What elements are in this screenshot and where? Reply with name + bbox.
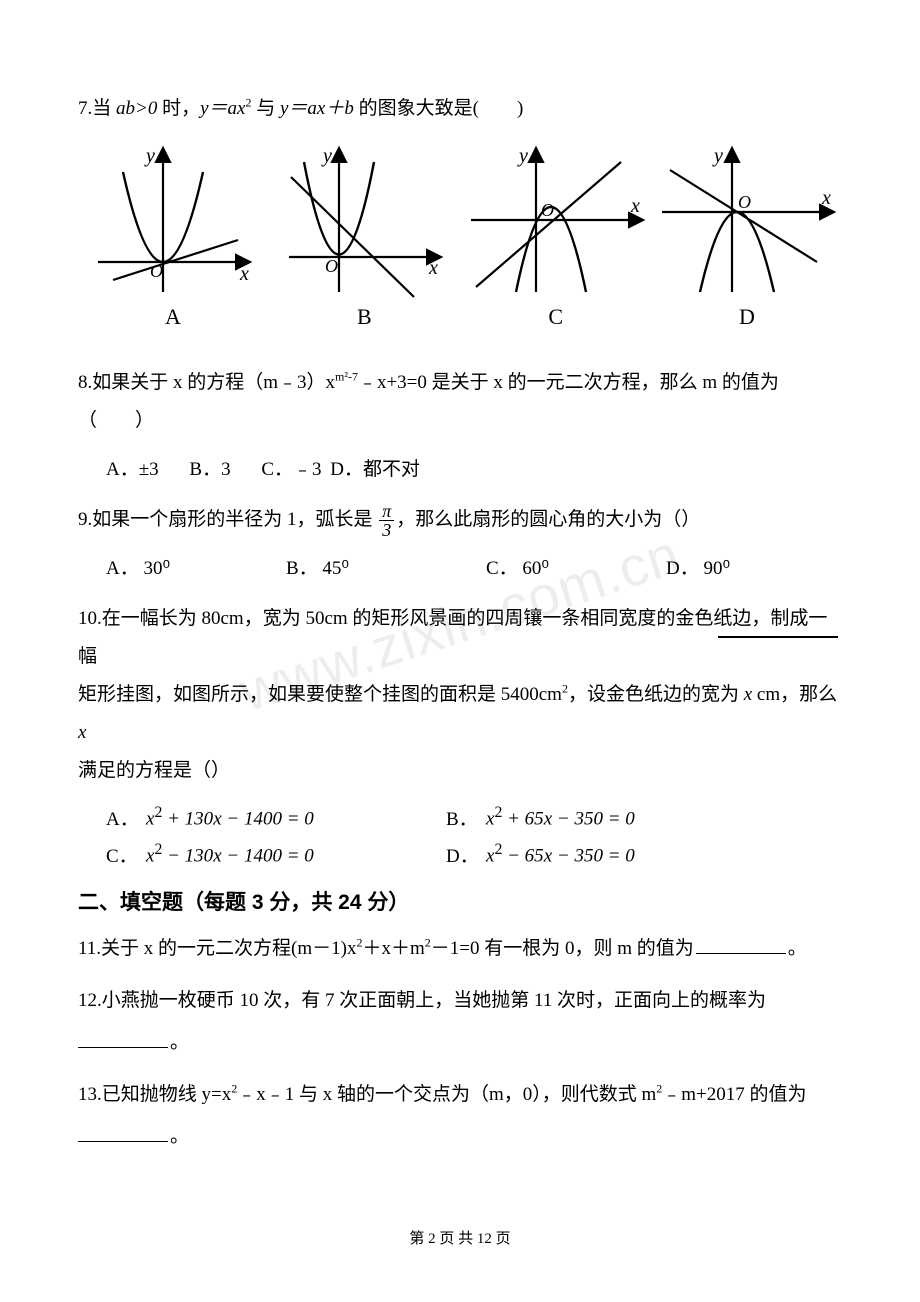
q8-options: A．±3 B．3 C．﹣3 D．都不对	[78, 454, 842, 481]
q10-l2a: 矩形挂图，如图所示，如果要使整个挂图的面积是 5400cm	[78, 684, 562, 705]
q8-sup: m²-7	[335, 370, 358, 384]
q12-end: 。	[170, 1032, 189, 1053]
q13-blank	[78, 1127, 168, 1142]
q9-l2: ，那么此扇形的圆心角的大小为（）	[396, 509, 700, 530]
q8-opt-b: B．3	[189, 454, 230, 481]
q8-opt-d: D．都不对	[330, 454, 420, 481]
svg-text:O: O	[541, 200, 554, 220]
q13-text: 13.已知抛物线 y=x2﹣x﹣1 与 x 轴的一个交点为（m，0），则代数式 …	[78, 1076, 842, 1114]
q13-c: ﹣m+2017 的值为	[662, 1084, 806, 1105]
svg-text:x: x	[428, 257, 438, 279]
q9-opt-a: A． 30⁰	[106, 553, 286, 580]
q7-cond: ab>0	[116, 98, 157, 119]
q12-blank	[78, 1033, 168, 1048]
q7-mid: 时，	[157, 98, 200, 119]
q7-graph-b: O x y B	[269, 142, 459, 342]
q12-blank-line: 。	[78, 1024, 842, 1062]
q8-line: 8.如果关于 x 的方程（m﹣3）x	[78, 372, 335, 393]
q11-text: 11.关于 x 的一元二次方程(m－1)x2＋x＋m2－1=0 有一根为 0，则…	[78, 930, 842, 968]
q7-graph-a: O x y A	[78, 142, 268, 342]
q10-a-eq: x2 + 130x − 1400 = 0	[146, 804, 314, 830]
q7-eq1: y＝ax	[200, 98, 245, 119]
q10-b-lab: B．	[446, 804, 486, 831]
page-footer: 第 2 页 共 12 页	[0, 1227, 920, 1248]
svg-text:y: y	[321, 145, 332, 167]
q7-graphs: O x y A O x y B	[78, 142, 842, 342]
q13-b: ﹣x﹣1 与 x 轴的一个交点为（m，0），则代数式 m	[237, 1084, 656, 1105]
q9-options: A． 30⁰ B． 45⁰ C． 60⁰ D． 90⁰	[78, 553, 842, 580]
svg-text:x: x	[821, 187, 831, 209]
q11-blank	[696, 939, 786, 954]
section2-heading: 二、填空题（每题 3 分，共 24 分）	[78, 886, 842, 916]
svg-text:y: y	[712, 145, 723, 167]
q12-a: 12.小燕抛一枚硬币 10 次，有 7 次正面朝上，当她抛第 11 次时，正面向…	[78, 990, 766, 1011]
edge-line	[718, 636, 838, 638]
q9-frac: π 3	[379, 502, 394, 539]
q8-opt-c: C．﹣3	[261, 454, 321, 481]
q10-c-lab: C．	[106, 841, 146, 868]
q9-opt-c: C． 60⁰	[486, 553, 666, 580]
q7-prefix: 7.当	[78, 98, 116, 119]
svg-text:O: O	[150, 261, 163, 281]
q10-a-lab: A．	[106, 804, 146, 831]
q10-l2c: cm，那么	[757, 684, 837, 705]
q7-label-b: B	[357, 304, 372, 330]
q13-blank-line: 。	[78, 1118, 842, 1156]
q10-x: x	[739, 684, 757, 705]
q11-end: 。	[788, 938, 807, 959]
q9-frac-den: 3	[379, 521, 394, 539]
q9-text: 9.如果一个扇形的半径为 1，弧长是 π 3 ，那么此扇形的圆心角的大小为（）	[78, 501, 842, 539]
svg-text:x: x	[239, 263, 249, 285]
q7-eq2: y＝ax＋b	[280, 98, 354, 119]
q10-opt-d: D． x2 − 65x − 350 = 0	[446, 841, 786, 868]
svg-text:x: x	[630, 195, 640, 217]
q13-end: 。	[170, 1126, 189, 1147]
q7-suffix: 的图象大致是( )	[354, 98, 523, 119]
q9-frac-num: π	[379, 502, 394, 521]
q7-text: 7.当 ab>0 时，y＝ax2 与 y＝ax＋b 的图象大致是( )	[78, 90, 842, 128]
q10-l2b: ，设金色纸边的宽为	[568, 684, 739, 705]
svg-text:y: y	[517, 145, 528, 167]
q7-label-c: C	[548, 304, 563, 330]
q7-mid2: 与	[251, 98, 280, 119]
q10-row1: A． x2 + 130x − 1400 = 0 B． x2 + 65x − 35…	[78, 804, 842, 831]
q8-opt-a: A．±3	[106, 454, 159, 481]
q7-graph-d: O x y D	[652, 142, 842, 342]
q12-text: 12.小燕抛一枚硬币 10 次，有 7 次正面朝上，当她抛第 11 次时，正面向…	[78, 982, 842, 1020]
q7-svg-d: O x y	[652, 142, 842, 302]
q9-l1: 9.如果一个扇形的半径为 1，弧长是	[78, 509, 373, 530]
q10-x2: x	[78, 722, 86, 743]
q7-svg-c: O x y	[461, 142, 651, 302]
q7-label-d: D	[739, 304, 755, 330]
q10-row2: C． x2 − 130x − 1400 = 0 D． x2 − 65x − 35…	[78, 841, 842, 868]
q10-d-eq: x2 − 65x − 350 = 0	[486, 841, 635, 867]
q7-svg-a: O x y	[88, 142, 258, 302]
q10-l3: 满足的方程是（）	[78, 752, 842, 790]
q11-a: 11.关于 x 的一元二次方程(m－1)x	[78, 938, 356, 959]
q10-c-eq: x2 − 130x − 1400 = 0	[146, 841, 314, 867]
q9-opt-b: B． 45⁰	[286, 553, 486, 580]
q8-text: 8.如果关于 x 的方程（m﹣3）xm²-7﹣x+3=0 是关于 x 的一元二次…	[78, 364, 842, 440]
svg-text:O: O	[325, 256, 338, 276]
q10-l1: 10.在一幅长为 80cm，宽为 50cm 的矩形风景画的四周镶一条相同宽度的金…	[78, 600, 842, 676]
q10-b-eq: x2 + 65x − 350 = 0	[486, 804, 635, 830]
q7-svg-b: O x y	[279, 142, 449, 302]
q11-c: －1=0 有一根为 0，则 m 的值为	[431, 938, 694, 959]
q10-l2: 矩形挂图，如图所示，如果要使整个挂图的面积是 5400cm2，设金色纸边的宽为 …	[78, 676, 842, 752]
q10-opt-c: C． x2 − 130x − 1400 = 0	[106, 841, 446, 868]
q13-a: 13.已知抛物线 y=x	[78, 1084, 231, 1105]
svg-text:O: O	[738, 192, 751, 212]
q10-d-lab: D．	[446, 841, 486, 868]
q7-graph-c: O x y C	[461, 142, 651, 342]
svg-text:y: y	[144, 145, 155, 167]
q7-label-a: A	[165, 304, 181, 330]
q11-b: ＋x＋m	[362, 938, 424, 959]
q9-opt-d: D． 90⁰	[666, 553, 730, 580]
q10-opt-a: A． x2 + 130x − 1400 = 0	[106, 804, 446, 831]
q10-opt-b: B． x2 + 65x − 350 = 0	[446, 804, 786, 831]
